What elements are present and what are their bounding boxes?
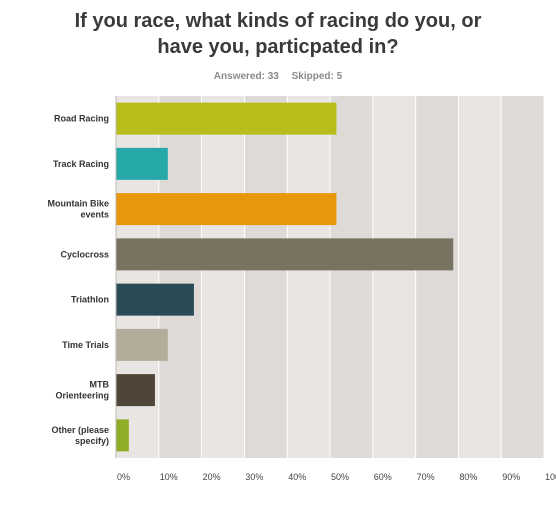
bar <box>116 374 155 407</box>
answered-count: Answered: 33 <box>213 71 279 82</box>
x-tick-label: 80% <box>459 472 477 482</box>
category-label: Triathlon <box>71 295 109 305</box>
bar <box>116 419 129 452</box>
category-label: Other (please specify) <box>51 425 109 446</box>
category-label: MTB Orienteering <box>55 380 109 401</box>
grid-band <box>501 96 544 458</box>
bar <box>116 102 337 135</box>
skipped-count: Skipped: 5 <box>291 71 343 82</box>
chart-title-line-2: have you, particpated in? <box>157 36 399 58</box>
chart-title-line-1: If you race, what kinds of racing do you… <box>74 10 482 32</box>
x-tick-label: 90% <box>502 472 520 482</box>
x-tick-label: 10% <box>160 472 178 482</box>
category-label: Cyclocross <box>60 249 109 259</box>
grid-band <box>415 96 459 458</box>
category-label: Time Trials <box>62 340 109 350</box>
grid-band <box>330 96 373 458</box>
bar <box>116 238 454 271</box>
grid-band <box>287 96 330 458</box>
response-summary: Answered: 33 Skipped: 5 <box>0 71 556 82</box>
category-label: Mountain Bike events <box>47 199 109 220</box>
bar <box>116 147 168 180</box>
bar <box>116 328 168 361</box>
x-tick-label: 20% <box>203 472 221 482</box>
x-tick-label: 100% <box>545 472 556 482</box>
x-tick-label: 60% <box>374 472 392 482</box>
category-label: Road Racing <box>54 114 109 124</box>
x-tick-label: 0% <box>117 472 130 482</box>
x-tick-label: 50% <box>331 472 349 482</box>
x-tick-label: 30% <box>245 472 263 482</box>
x-tick-label: 70% <box>417 472 435 482</box>
category-label: Track Racing <box>53 159 109 169</box>
x-tick-label: 40% <box>288 472 306 482</box>
grid-band <box>372 96 416 458</box>
grid-band <box>201 96 245 458</box>
bar <box>116 193 337 226</box>
chart-title: If you race, what kinds of racing do you… <box>0 8 556 60</box>
grid-band <box>458 96 502 458</box>
bar <box>116 283 194 316</box>
grid-band <box>244 96 288 458</box>
